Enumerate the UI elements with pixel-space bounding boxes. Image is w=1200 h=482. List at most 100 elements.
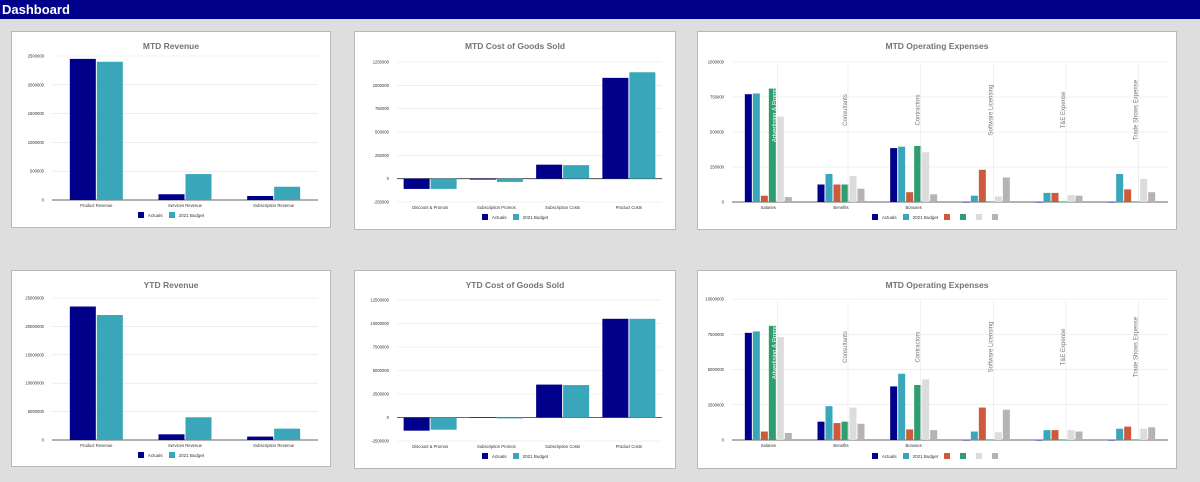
bar-2021-budget[interactable] [752, 93, 760, 203]
bar-actuals[interactable] [744, 94, 752, 202]
bar-actuals[interactable] [469, 178, 496, 180]
bar-actuals[interactable] [962, 202, 970, 203]
legend-item[interactable] [944, 453, 954, 459]
bar-actuals[interactable] [817, 184, 825, 203]
bar-series-5[interactable] [1067, 195, 1075, 202]
bar-series-5[interactable] [1140, 428, 1148, 440]
bar-series-5[interactable] [994, 432, 1002, 440]
bar-2021-budget[interactable] [430, 178, 457, 189]
bar-2021-budget[interactable] [96, 315, 123, 440]
bar-actuals[interactable] [469, 417, 496, 419]
bar-series-3[interactable] [978, 407, 986, 440]
bar-actuals[interactable] [247, 436, 274, 440]
bar-2021-budget[interactable] [496, 178, 523, 182]
bar-2021-budget[interactable] [825, 174, 833, 202]
bar-series-5[interactable] [922, 379, 930, 440]
bar-series-3[interactable] [906, 192, 914, 202]
bar-series-4[interactable] [768, 88, 776, 202]
bar-series-4[interactable] [1132, 440, 1140, 441]
bar-series-3[interactable] [1124, 426, 1132, 440]
legend-item[interactable] [944, 214, 954, 220]
legend-item[interactable]: Actuals [137, 452, 163, 458]
legend-item[interactable]: 2021 Budget [168, 452, 204, 458]
bar-series-3[interactable] [906, 429, 914, 440]
bar-series-6[interactable] [930, 194, 938, 202]
bar-2021-budget[interactable] [563, 385, 590, 418]
bar-series-5[interactable] [849, 176, 857, 202]
bar-actuals[interactable] [69, 306, 96, 440]
bar-actuals[interactable] [403, 417, 430, 431]
bar-series-4[interactable] [986, 440, 994, 441]
bar-series-6[interactable] [784, 197, 792, 202]
bar-2021-budget[interactable] [1116, 428, 1124, 440]
bar-series-4[interactable] [986, 202, 994, 203]
legend-item[interactable]: 2021 Budget [902, 214, 938, 220]
bar-actuals[interactable] [890, 386, 898, 440]
bar-2021-budget[interactable] [629, 72, 656, 179]
bar-series-6[interactable] [857, 188, 865, 202]
bar-series-4[interactable] [1059, 202, 1067, 203]
bar-series-4[interactable] [841, 421, 849, 440]
bar-2021-budget[interactable] [970, 431, 978, 440]
bar-2021-budget[interactable] [185, 417, 212, 440]
bar-series-5[interactable] [776, 116, 784, 202]
legend-item[interactable] [960, 453, 970, 459]
bar-actuals[interactable] [536, 384, 563, 418]
bar-series-3[interactable] [978, 169, 986, 202]
bar-2021-budget[interactable] [898, 146, 906, 202]
bar-series-5[interactable] [1140, 178, 1148, 202]
bar-actuals[interactable] [403, 178, 430, 189]
bar-actuals[interactable] [890, 148, 898, 202]
bar-series-6[interactable] [930, 430, 938, 440]
bar-series-6[interactable] [1148, 427, 1156, 440]
bar-actuals[interactable] [158, 194, 185, 200]
bar-2021-budget[interactable] [752, 331, 760, 440]
legend-item[interactable]: Actuals [871, 214, 897, 220]
bar-2021-budget[interactable] [1043, 192, 1051, 202]
bar-series-6[interactable] [1002, 409, 1010, 440]
bar-2021-budget[interactable] [185, 174, 212, 200]
bar-series-3[interactable] [833, 423, 841, 440]
bar-actuals[interactable] [158, 434, 185, 440]
bar-series-6[interactable] [1075, 195, 1083, 202]
legend-item[interactable]: Actuals [481, 214, 507, 220]
bar-series-5[interactable] [922, 152, 930, 202]
bar-2021-budget[interactable] [430, 417, 457, 430]
bar-2021-budget[interactable] [825, 406, 833, 440]
bar-series-4[interactable] [1059, 440, 1067, 441]
legend-item[interactable]: Actuals [137, 212, 163, 218]
bar-series-3[interactable] [760, 195, 768, 202]
bar-series-6[interactable] [1002, 177, 1010, 203]
bar-series-5[interactable] [849, 407, 857, 440]
legend-item[interactable]: 2021 Budget [512, 214, 548, 220]
bar-actuals[interactable] [1035, 202, 1043, 203]
bar-actuals[interactable] [744, 332, 752, 440]
legend-item[interactable] [976, 453, 986, 459]
bar-series-3[interactable] [760, 431, 768, 440]
bar-actuals[interactable] [536, 164, 563, 179]
bar-2021-budget[interactable] [496, 417, 523, 419]
bar-series-3[interactable] [1124, 189, 1132, 202]
bar-actuals[interactable] [602, 77, 629, 179]
bar-actuals[interactable] [962, 440, 970, 441]
bar-actuals[interactable] [602, 318, 629, 418]
bar-actuals[interactable] [817, 421, 825, 440]
bar-2021-budget[interactable] [274, 428, 301, 440]
bar-series-6[interactable] [857, 423, 865, 440]
legend-item[interactable] [992, 453, 1002, 459]
bar-2021-budget[interactable] [970, 195, 978, 202]
bar-2021-budget[interactable] [1043, 430, 1051, 440]
bar-actuals[interactable] [69, 58, 96, 200]
bar-2021-budget[interactable] [96, 61, 123, 200]
legend-item[interactable] [976, 214, 986, 220]
bar-series-3[interactable] [1051, 192, 1059, 202]
bar-series-3[interactable] [833, 184, 841, 203]
bar-actuals[interactable] [1035, 440, 1043, 441]
legend-item[interactable]: 2021 Budget [168, 212, 204, 218]
bar-series-4[interactable] [841, 184, 849, 203]
bar-actuals[interactable] [247, 195, 274, 200]
legend-item[interactable] [960, 214, 970, 220]
bar-2021-budget[interactable] [629, 318, 656, 418]
bar-series-6[interactable] [1148, 192, 1156, 202]
bar-actuals[interactable] [1108, 202, 1116, 203]
